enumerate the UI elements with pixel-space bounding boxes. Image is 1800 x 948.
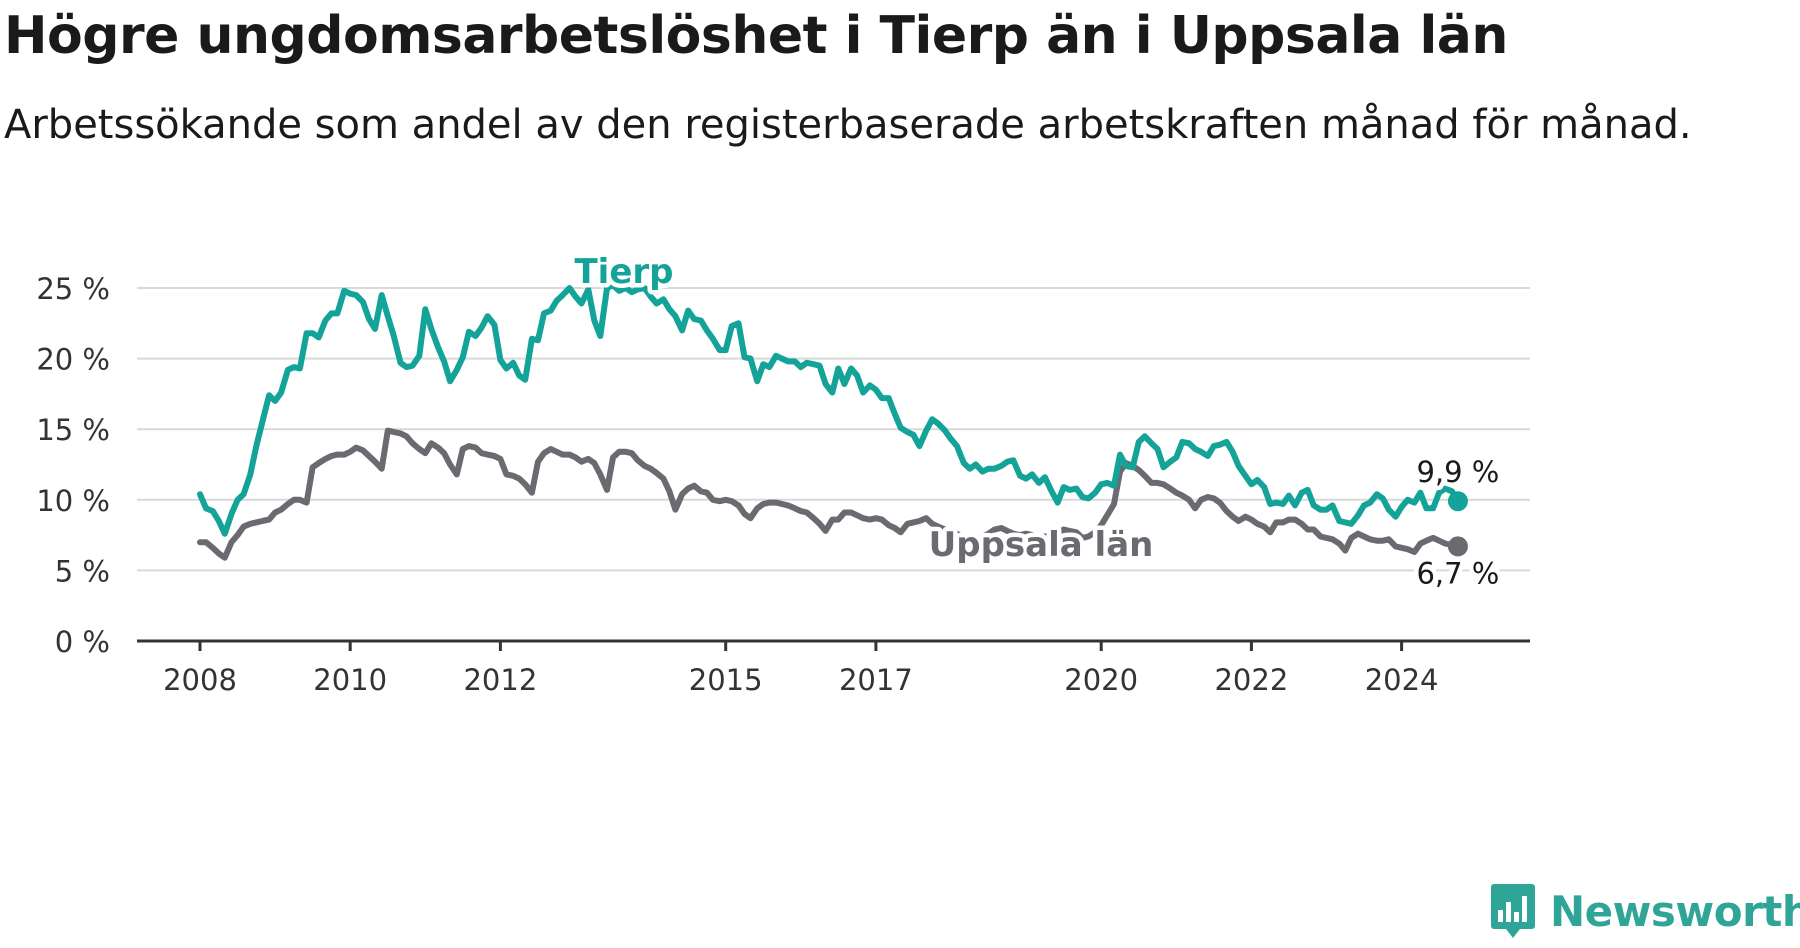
logo-text: Newsworthy [1550,886,1800,936]
newsworthy-logo: Newsworthy [1490,882,1800,940]
chart-subtitle: Arbetssökande som andel av den registerb… [4,102,1692,148]
x-tick-label: 2022 [1214,663,1288,697]
x-tick-label: 2010 [313,663,387,697]
series-line-tierp [197,282,1461,537]
series-label-uppsala-lan: Uppsala län [929,525,1154,565]
y-tick-label: 20 % [36,343,110,377]
end-value-label-uppsala-lan: 6,7 % [1416,556,1499,590]
y-tick-label: 10 % [36,484,110,518]
series-lines [197,282,1468,561]
y-tick-label: 5 % [55,554,110,588]
series-line-uppsala-lan [197,427,1461,561]
series-label-tierp: Tierp [574,252,673,292]
series-labels: Tierp Uppsala län 9,9 % 6,7 % [570,248,1504,595]
y-tick-label: 0 % [55,625,110,659]
bar-chart-speech-bubble-icon [1491,884,1535,938]
end-value-label-tierp: 9,9 % [1416,455,1499,489]
y-tick-label: 25 % [36,272,110,306]
end-point-marker [1447,491,1468,512]
x-tick-label: 2024 [1365,663,1439,697]
x-axis: 2008 2010 2012 2015 2017 2020 2022 2024 [137,639,1530,697]
x-tick-label: 2017 [839,663,913,697]
x-tick-label: 2020 [1064,663,1138,697]
gridlines [137,287,1530,572]
y-axis-tick-labels: 0 % 5 % 10 % 15 % 20 % 25 % [36,272,110,659]
x-tick-label: 2015 [689,663,763,697]
y-tick-label: 15 % [36,413,110,447]
x-tick-label: 2012 [463,663,537,697]
chart-title: Högre ungdomsarbetslöshet i Tierp än i U… [4,6,1508,66]
x-tick-label: 2008 [163,663,237,697]
end-point-marker [1447,536,1468,557]
